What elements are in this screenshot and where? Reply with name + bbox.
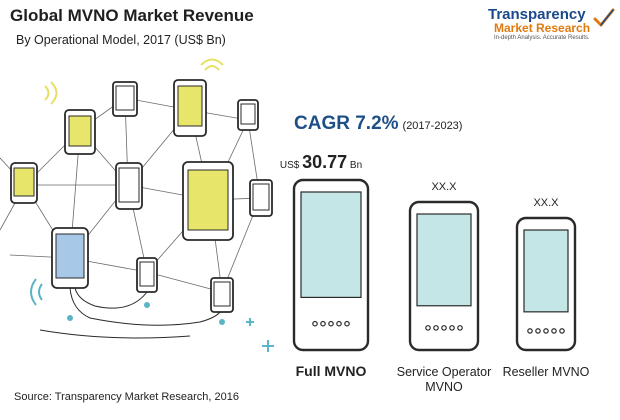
bar-dot-0-1 bbox=[320, 320, 326, 327]
bar-screen-1 bbox=[416, 213, 472, 307]
phone-icon bbox=[237, 99, 259, 131]
data-label-2: XX.X bbox=[533, 197, 559, 209]
cagr-period: (2017-2023) bbox=[402, 120, 463, 132]
category-label-0-0: Full MVNO bbox=[296, 363, 367, 379]
category-label-1-0: Service Operator bbox=[397, 365, 491, 379]
phone-network-illustration bbox=[0, 58, 274, 352]
phone-icon bbox=[115, 162, 143, 210]
phone-icon bbox=[136, 257, 158, 293]
bar-dot-0-2 bbox=[328, 320, 334, 327]
cagr-callout: CAGR 7.2% (2017-2023) bbox=[294, 113, 462, 135]
signal-waves-icon bbox=[44, 58, 224, 105]
category-label-1-1: MVNO bbox=[425, 380, 463, 394]
phone-icon bbox=[210, 277, 234, 313]
phone-icon bbox=[249, 179, 273, 217]
network-cables bbox=[39, 287, 221, 339]
data-label-1: XX.X bbox=[431, 181, 457, 193]
phone-bar-chart: US$ 30.77 Bn Full MVNO XX.X Service Operato… bbox=[280, 152, 590, 394]
bar-dot-0-0 bbox=[312, 320, 318, 327]
bar-dot-2-4 bbox=[559, 328, 565, 334]
chart-subtitle: By Operational Model, 2017 (US$ Bn) bbox=[16, 33, 226, 47]
bar-dot-1-0 bbox=[425, 325, 431, 331]
brand-logo: Transparency Market Research In-depth An… bbox=[488, 6, 616, 66]
node-dots bbox=[67, 302, 225, 325]
bar-screen-0 bbox=[300, 191, 362, 299]
logo-tagline: In-depth Analysis. Accurate Results. bbox=[494, 35, 590, 41]
bar-dot-2-0 bbox=[527, 328, 533, 334]
bar-dot-0-4 bbox=[344, 320, 350, 327]
cagr-value: CAGR 7.2% bbox=[294, 113, 399, 134]
phone-icon bbox=[173, 79, 207, 137]
logo-name: Transparency bbox=[488, 6, 586, 23]
sparkle-plus-icon bbox=[246, 318, 274, 352]
phone-icon bbox=[64, 109, 96, 155]
logo-name-secondary: Market Research bbox=[494, 21, 591, 35]
phone-icon bbox=[10, 162, 38, 204]
bar-dot-1-4 bbox=[457, 325, 463, 331]
bar-dot-1-2 bbox=[441, 325, 447, 331]
category-label-2-0: Reseller MVNO bbox=[503, 365, 590, 379]
bar-dot-2-1 bbox=[535, 328, 541, 334]
bar-dot-0-3 bbox=[336, 320, 342, 327]
bar-dot-2-2 bbox=[543, 328, 549, 334]
phone-icon bbox=[51, 227, 89, 289]
source-note: Source: Transparency Market Research, 20… bbox=[14, 391, 240, 403]
data-label-0: US$ 30.77 Bn bbox=[280, 152, 362, 172]
bar-dot-2-3 bbox=[551, 328, 557, 334]
network-phones bbox=[10, 79, 273, 313]
bar-screen-2 bbox=[523, 229, 569, 313]
logo-check-icon bbox=[593, 8, 615, 27]
chart-title: Global MVNO Market Revenue bbox=[10, 6, 254, 25]
phone-icon bbox=[112, 81, 138, 117]
bar-dot-1-3 bbox=[449, 325, 455, 331]
wifi-signal-icon bbox=[30, 278, 43, 306]
bar-dot-1-1 bbox=[433, 325, 439, 331]
phone-icon bbox=[182, 161, 234, 241]
